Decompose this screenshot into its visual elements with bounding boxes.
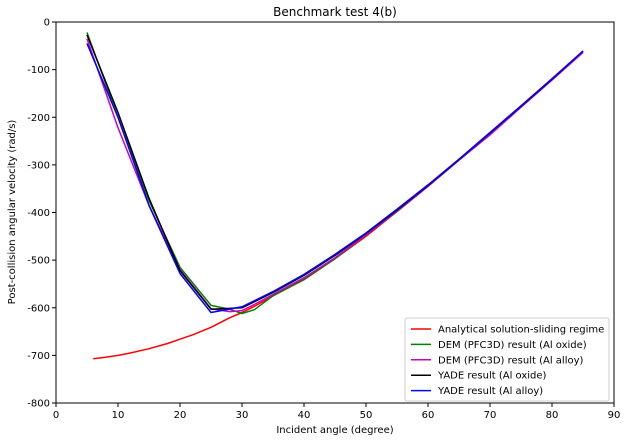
y-tick-label: -500 bbox=[27, 256, 50, 267]
x-tick-label: 10 bbox=[112, 410, 125, 421]
y-axis-ticks: 0 -100 -200 -300 -400 -500 -600 -700 -800 bbox=[27, 18, 56, 410]
y-tick-label: -700 bbox=[27, 351, 50, 362]
y-tick-label: -800 bbox=[27, 399, 50, 410]
y-tick-label: -200 bbox=[27, 113, 50, 124]
legend-label: Analytical solution-sliding regime bbox=[438, 325, 604, 336]
legend-label: DEM (PFC3D) result (Al oxide) bbox=[438, 340, 587, 351]
x-tick-label: 90 bbox=[608, 410, 621, 421]
y-tick-label: -300 bbox=[27, 160, 50, 171]
y-tick-label: -100 bbox=[27, 65, 50, 76]
series-line-1 bbox=[86, 32, 584, 315]
y-tick-label: -600 bbox=[27, 303, 50, 314]
x-tick-label: 70 bbox=[484, 410, 497, 421]
plot-lines bbox=[86, 32, 584, 360]
x-axis-ticks: 0 10 20 30 40 50 60 70 80 90 bbox=[53, 403, 621, 421]
x-tick-label: 30 bbox=[236, 410, 249, 421]
x-tick-label: 40 bbox=[298, 410, 311, 421]
series-line-2 bbox=[86, 38, 584, 313]
series-line-0 bbox=[93, 50, 584, 360]
x-tick-label: 50 bbox=[360, 410, 373, 421]
legend-label: YADE result (Al alloy) bbox=[437, 386, 543, 397]
series-line-4 bbox=[86, 43, 584, 314]
x-tick-label: 0 bbox=[53, 410, 59, 421]
legend-label: DEM (PFC3D) result (Al alloy) bbox=[438, 355, 584, 366]
chart-title: Benchmark test 4(b) bbox=[273, 5, 397, 19]
series-line-3 bbox=[86, 34, 584, 310]
y-tick-label: 0 bbox=[44, 18, 50, 29]
x-axis-label: Incident angle (degree) bbox=[276, 425, 393, 436]
x-tick-label: 80 bbox=[546, 410, 559, 421]
y-axis-label: Post-collision angular velocity (rad/s) bbox=[7, 120, 18, 305]
y-tick-label: -400 bbox=[27, 208, 50, 219]
legend: Analytical solution-sliding regime DEM (P… bbox=[404, 317, 610, 402]
legend-box bbox=[404, 317, 610, 402]
x-tick-label: 60 bbox=[422, 410, 435, 421]
x-tick-label: 20 bbox=[174, 410, 187, 421]
legend-label: YADE result (Al oxide) bbox=[437, 371, 547, 382]
